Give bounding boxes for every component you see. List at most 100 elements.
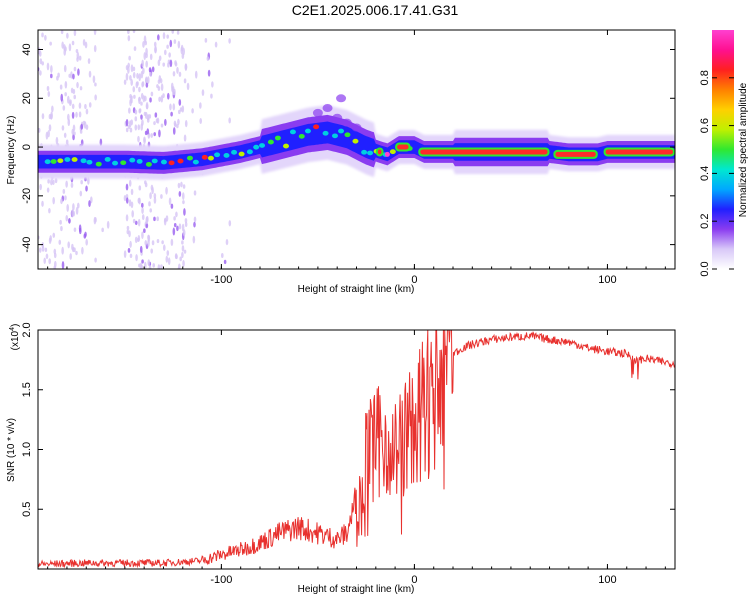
spectrogram-noise-speck [181, 105, 185, 113]
spectrogram-ridge-band [38, 121, 675, 170]
spectrogram-noise-speck [150, 248, 154, 254]
spectrogram-noise-speck [156, 239, 160, 244]
spectrogram-noise-speck [67, 113, 70, 121]
spectrogram-noise-speck [129, 94, 132, 99]
spectrogram-noise-speck [73, 247, 76, 253]
spectrogram-noise-speck [148, 114, 152, 119]
spectrogram-noise-speck [182, 200, 185, 205]
spectrogram-noise-speck [68, 73, 72, 78]
spectrogram-noise-speck [162, 244, 166, 251]
spectrogram-noise-speck [138, 185, 142, 191]
spectrogram-noise-speck [173, 216, 176, 221]
spectrogram-noise-speck [146, 128, 150, 135]
spectrogram-noise-speck [156, 117, 160, 124]
spectrogram-noise-speck [73, 131, 76, 136]
spectrogram-noise-speck [160, 123, 164, 128]
spectrogram-noise-speck [173, 88, 176, 96]
spectrogram-noise-speck [149, 208, 153, 213]
spectrogram-noise-speck [177, 118, 180, 126]
spectrogram-noise-speck [130, 64, 134, 73]
spectrogram-x-axis-label: Height of straight line (km) [298, 284, 415, 295]
spectrogram-ridge-peak [186, 155, 193, 161]
colorbar-ticks: 0.0 0.2 0.4 0.6 0.8 [699, 70, 734, 277]
spectrogram-noise-speck [75, 111, 78, 118]
spectrogram-noise-speck [130, 78, 134, 86]
spectrogram-noise-speck [184, 63, 188, 72]
spectrogram-noise-speck [167, 257, 171, 266]
spectrogram-ridge-peak [129, 157, 136, 163]
spectrogram-noise-speck [131, 210, 134, 218]
spectrogram-noise-speck [88, 70, 92, 78]
spectrogram-noise-speck [170, 203, 174, 209]
spectrogram-noise-speck [85, 185, 88, 192]
spectrogram-noise-speck [76, 81, 79, 89]
spectrogram-ridge-peak [283, 143, 290, 149]
spectrogram-noise-speck [47, 91, 51, 97]
spectrogram-noise-speck [55, 136, 59, 145]
spectrogram-noise-speck [149, 192, 152, 200]
spectrogram-noise-speck [173, 39, 177, 44]
spectrogram-ridge-peak [389, 149, 396, 155]
spectrogram-noise-speck [151, 240, 155, 246]
spectrogram-noise-speck [182, 184, 186, 189]
spectrogram-noise-speck [129, 253, 133, 259]
spectrogram-ridge-peak [361, 149, 368, 155]
spectrogram-plume-blob [351, 123, 362, 132]
spectrogram-noise-speck [150, 133, 153, 138]
spectrogram-noise-speck [143, 52, 147, 60]
snr-panel: -100 0 100 0.5 1.0 1.5 2.0 Height of straight… [6, 322, 676, 595]
spectrogram-noise-speck [59, 219, 62, 225]
spectrogram-noise-speck [148, 201, 151, 207]
spectrogram-ridge-peak [231, 149, 238, 155]
spectrogram-noise-speck [160, 194, 163, 199]
spectrogram-ridge-peak [145, 161, 152, 167]
spectrogram-noise-speck [171, 30, 175, 34]
spectrogram-noise-speck [139, 262, 143, 269]
spectrogram-ridge-peak [331, 133, 338, 139]
spectrogram-noise-speck [49, 235, 52, 242]
spectrogram-noise-speck [52, 179, 55, 185]
spectrogram-noise-speck [77, 202, 80, 209]
spectrogram-y-tick-label: 20 [21, 92, 33, 104]
spectrogram-noise-speck [128, 199, 132, 207]
spectrogram-noise-speck [153, 216, 156, 222]
spectrogram-noise-speck [41, 113, 45, 120]
spectrogram-noise-speck [64, 46, 67, 52]
spectrogram-noise-speck [228, 117, 231, 124]
spectrogram-noise-speck [57, 72, 60, 78]
snr-x-axis-label: Height of straight line (km) [298, 584, 415, 595]
spectrogram-noise-speck [167, 62, 170, 68]
spectrogram-ridge-peak [57, 158, 64, 164]
spectrogram-noise-speck [162, 32, 166, 40]
spectrogram-noise-speck [93, 216, 97, 225]
spectrogram-noise-speck [49, 41, 52, 46]
spectrogram-plume-blob [341, 118, 352, 127]
spectrogram-noise-speck [170, 82, 174, 90]
spectrogram-noise-speck [78, 111, 82, 118]
spectrogram-noise-speck [130, 201, 134, 209]
colorbar-gradient [712, 30, 734, 269]
spectrogram-ridge-peak [50, 159, 57, 164]
spectrogram-noise-speck [151, 66, 155, 73]
spectrogram-ridge-peak [177, 158, 184, 164]
spectrogram-noise-speck [180, 46, 184, 55]
spectrogram-noise-speck [75, 250, 78, 256]
spectrogram-ridge-peak [246, 149, 253, 155]
spectrogram-noise-speck [62, 189, 66, 194]
spectrogram-noise-speck [50, 179, 53, 186]
spectrogram-noise-speck [164, 218, 167, 223]
spectrogram-noise-speck [145, 222, 149, 229]
spectrogram-noise-speck [186, 82, 190, 91]
spectrogram-noise-speck [137, 234, 141, 242]
spectrogram-x-tick-label: 0 [411, 274, 417, 286]
spectrogram-noise-speck [199, 118, 202, 125]
spectrogram-noise-speck [141, 59, 144, 68]
spectrogram-noise-speck [46, 62, 50, 71]
spectrogram-noise-speck [156, 216, 159, 222]
spectrogram-noise-speck [43, 257, 47, 264]
spectrogram-noise-speck [136, 72, 139, 79]
spectrogram-noise-speck [148, 67, 152, 73]
spectrogram-ridge-peak [207, 155, 214, 161]
spectrogram-noise-speck [82, 120, 86, 126]
